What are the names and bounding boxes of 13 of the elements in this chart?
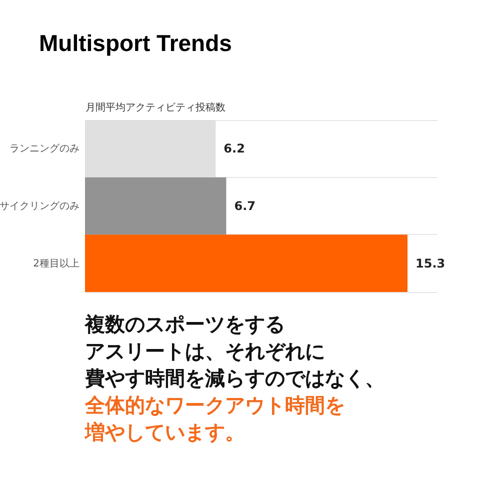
text: アスリートは、それぞれに (85, 339, 325, 363)
text: 増やしています。 (84, 420, 245, 444)
chart-title: Multisport Trends (39, 30, 232, 56)
data-label: 6.2 (224, 142, 245, 156)
text: 複数のスポーツをする (84, 312, 285, 336)
data-label: 15.3 (415, 256, 446, 270)
y-tick-label: サイクリングのみ (0, 201, 80, 212)
data-label: 6.7 (234, 199, 256, 213)
text: 費やす時間を減らすのではなく、 (84, 366, 385, 390)
text: 全体的なワークアウト時間を (84, 393, 345, 417)
y-tick-label: ランニングのみ (10, 144, 80, 155)
x-axis-title: 月間平均アクティビティ投稿数 (86, 102, 226, 114)
y-tick-label: 2種目以上 (33, 257, 80, 270)
